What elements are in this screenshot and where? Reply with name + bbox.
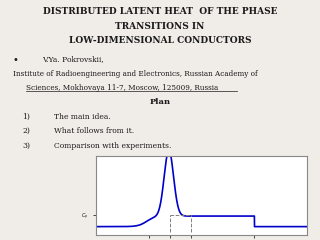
Text: LOW-DIMENSIONAL CONDUCTORS: LOW-DIMENSIONAL CONDUCTORS: [69, 36, 251, 45]
Text: 3): 3): [22, 142, 30, 150]
Text: DISTRIBUTED LATENT HEAT  OF THE PHASE: DISTRIBUTED LATENT HEAT OF THE PHASE: [43, 7, 277, 16]
Text: TRANSITIONS IN: TRANSITIONS IN: [115, 22, 205, 30]
Text: •: •: [13, 55, 19, 65]
Text: 1): 1): [22, 113, 30, 121]
Text: Sciences, Mokhovaya 11-7, Moscow, 125009, Russia: Sciences, Mokhovaya 11-7, Moscow, 125009…: [26, 84, 218, 92]
Text: The main idea.: The main idea.: [54, 113, 111, 121]
Text: V.Ya. Pokrovskii,: V.Ya. Pokrovskii,: [42, 55, 103, 63]
Text: What follows from it.: What follows from it.: [54, 127, 134, 135]
Text: Comparison with experiments.: Comparison with experiments.: [54, 142, 172, 150]
Text: 2): 2): [22, 127, 30, 135]
Text: Plan: Plan: [149, 98, 171, 106]
Text: Institute of Radioengineering and Electronics, Russian Academy of: Institute of Radioengineering and Electr…: [13, 70, 257, 78]
